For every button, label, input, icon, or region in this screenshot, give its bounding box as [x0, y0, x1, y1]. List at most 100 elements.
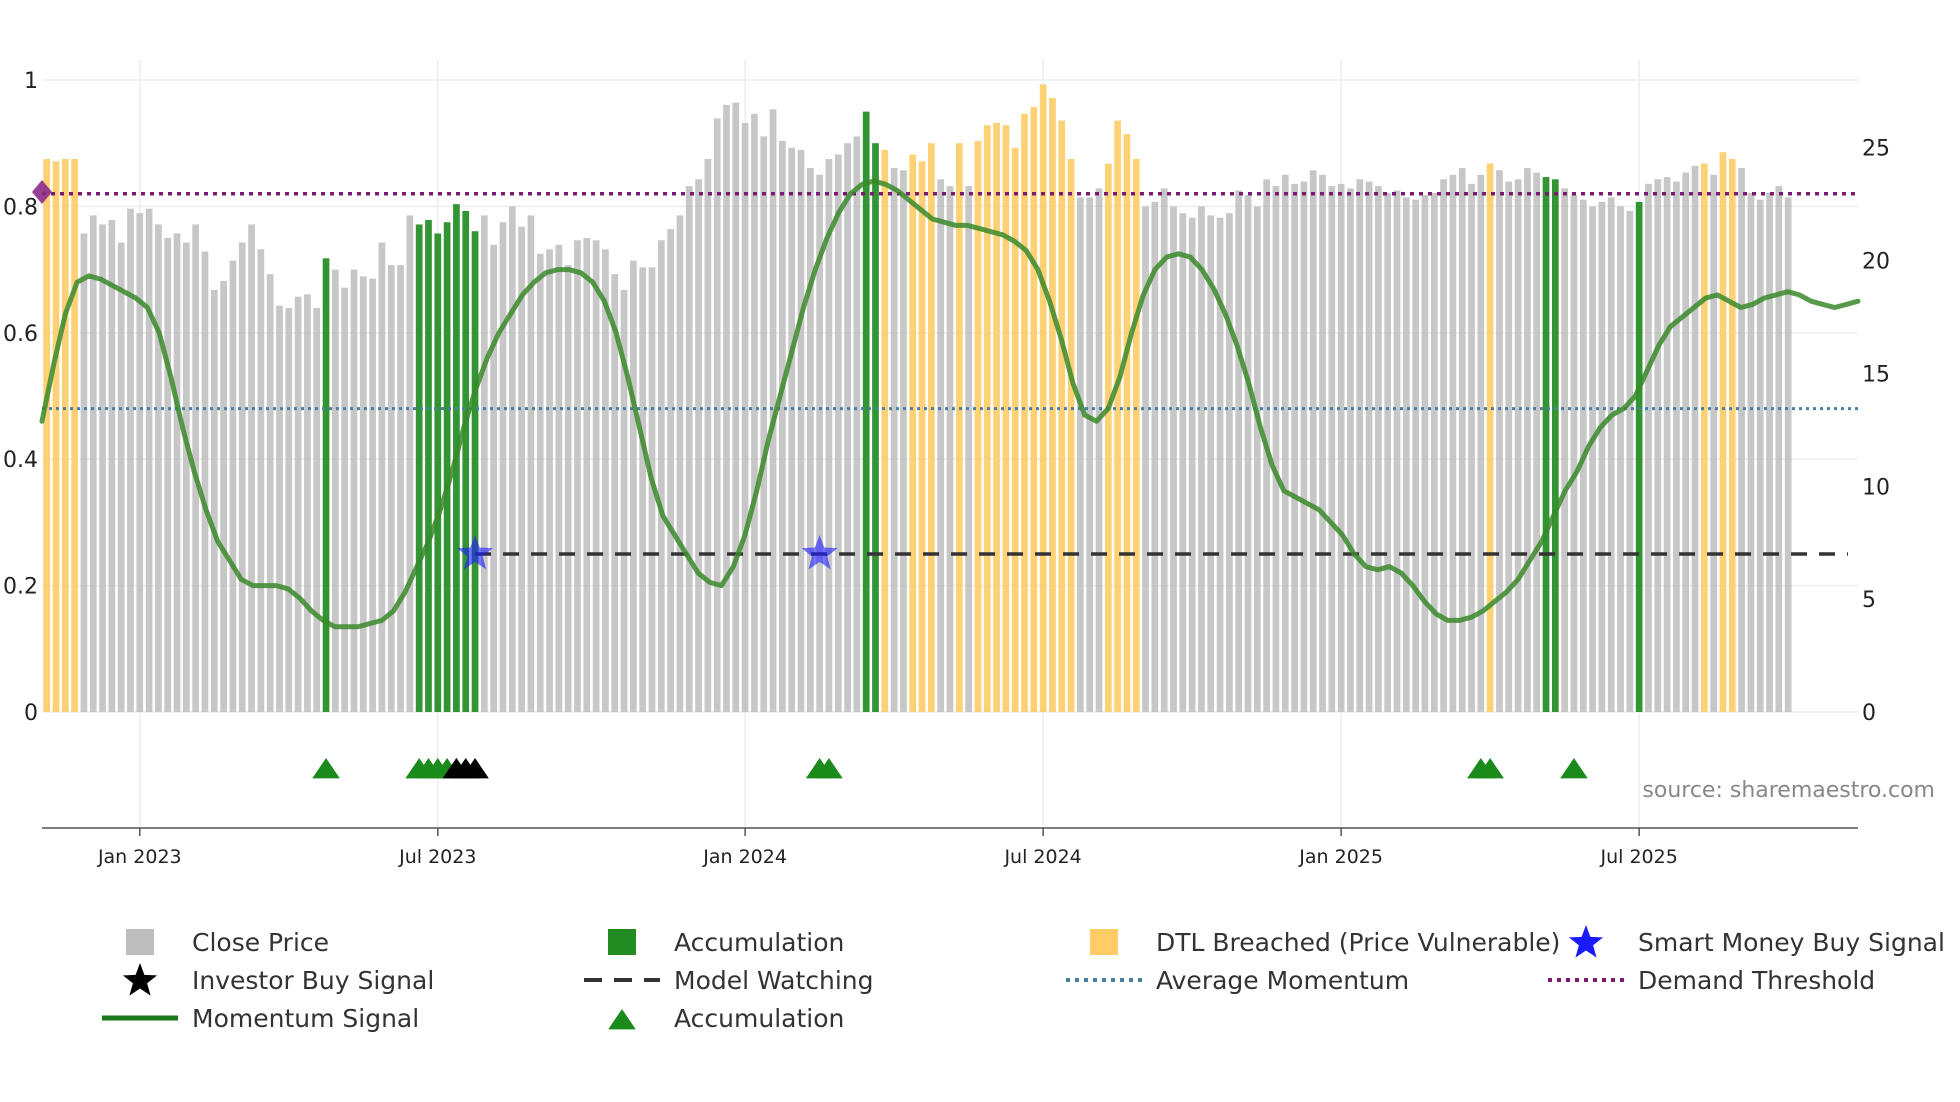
close-price-bar	[136, 213, 144, 712]
close-price-bar	[797, 149, 805, 712]
accumulation-bar	[322, 258, 330, 712]
close-price-bar	[1710, 174, 1718, 713]
dtl-breached-bar	[1058, 120, 1066, 713]
legend-triangle	[608, 1009, 636, 1030]
close-price-bar	[1207, 215, 1215, 712]
legend-swatch-graphic	[608, 1009, 636, 1030]
close-price-bar	[499, 222, 507, 712]
accumulation-legend-swatch	[582, 925, 662, 959]
close-price-bar	[1188, 217, 1196, 712]
legend-label: Accumulation	[674, 1003, 845, 1033]
legend-item: DTL Breached (Price Vulnerable)	[1064, 925, 1560, 959]
dtl-breached-bar	[1030, 107, 1038, 713]
legend-star	[1568, 925, 1604, 958]
close-price-bar	[1086, 197, 1094, 712]
close-price-bar	[1179, 213, 1187, 712]
dtl-breached-bar	[928, 143, 935, 712]
close-price-bar	[276, 305, 283, 712]
close-price-bar	[1216, 217, 1224, 712]
accumulation-bar	[462, 210, 470, 712]
close-price-bar	[313, 307, 321, 712]
right-axis-tick-label: 10	[1862, 475, 1890, 500]
close-price-bar	[508, 206, 516, 712]
model-watching-legend-swatch	[582, 963, 662, 997]
investor-legend-swatch	[100, 963, 180, 997]
legend-swatch-graphic	[1090, 929, 1118, 955]
close-price-bar	[704, 159, 712, 712]
close-price-bar	[1756, 199, 1764, 713]
dtl-breached-bar	[1067, 159, 1075, 712]
close-price-bar	[1645, 183, 1652, 713]
close-price-bar	[965, 186, 972, 713]
close-price-bar	[890, 168, 898, 712]
right-axis-tick-label: 5	[1862, 588, 1876, 613]
close-price-bar	[751, 113, 758, 713]
close-price-bar	[1449, 174, 1457, 713]
right-axis-tick-label: 15	[1862, 362, 1890, 387]
close-price-bar	[695, 179, 702, 713]
close-price-bar	[760, 136, 768, 712]
close-price-bar	[536, 253, 544, 713]
close-price-bar	[1626, 210, 1634, 712]
close-price-bar	[1347, 188, 1354, 713]
close-price-bar	[1244, 195, 1252, 713]
close-price-bar	[1775, 186, 1783, 713]
close-price-bar	[481, 215, 488, 712]
close-price-bar	[378, 242, 386, 712]
close-price-legend-swatch	[100, 925, 180, 959]
close-price-bar	[1598, 201, 1606, 712]
close-price-bar	[1524, 168, 1531, 712]
close-price-bar	[1412, 199, 1419, 713]
accumulation-bar	[1551, 179, 1559, 713]
close-price-bar	[1337, 183, 1345, 713]
legend-label: Smart Money Buy Signal	[1638, 927, 1945, 957]
dtl-breached-bar	[1728, 159, 1736, 712]
close-price-bar	[657, 240, 665, 712]
dtl-breached-bar	[1132, 159, 1140, 712]
dtl-breached-bar	[993, 122, 1000, 712]
close-price-bar	[723, 104, 730, 713]
close-price-bar	[99, 224, 106, 712]
close-price-bar	[527, 215, 535, 712]
left-axis-tick-label: 1	[24, 69, 38, 94]
signal-lines	[39, 178, 1861, 630]
left-axis-tick-label: 0	[24, 701, 38, 726]
legend-label: Average Momentum	[1156, 965, 1410, 995]
close-price-bar	[229, 260, 237, 712]
legend-item: Investor Buy Signal	[100, 963, 434, 997]
close-price-bar	[1430, 192, 1438, 712]
close-price-bar	[602, 249, 609, 713]
close-price-bar	[387, 265, 395, 712]
legend-label: DTL Breached (Price Vulnerable)	[1156, 927, 1561, 957]
accumulation-bar	[434, 233, 442, 712]
close-price-bar	[266, 274, 274, 712]
close-price-bar	[127, 208, 134, 712]
close-price-bar	[490, 244, 498, 712]
close-price-bar	[1561, 188, 1568, 713]
source-label: source: sharemaestro.com	[1642, 778, 1935, 803]
dtl-breached-bar	[1719, 152, 1727, 712]
close-price-bar	[1766, 192, 1773, 712]
close-price-bar	[220, 280, 227, 712]
close-price-bar	[518, 226, 525, 712]
close-price-bar	[1617, 206, 1624, 712]
close-price-bar	[108, 219, 116, 712]
left-axis-tick-label: 0.2	[3, 575, 38, 600]
price-bars	[43, 84, 1792, 713]
legend-swatch-graphic	[126, 929, 154, 955]
close-price-bar	[713, 118, 721, 712]
dtl-breached-legend-swatch	[1064, 925, 1144, 959]
accumulation-marker	[815, 758, 843, 779]
close-price-bar	[769, 109, 777, 713]
date-tick-label: Jan 2024	[702, 846, 787, 868]
dtl-breached-bar	[1486, 163, 1494, 712]
close-price-bar	[620, 289, 628, 712]
close-price-bar	[359, 276, 367, 712]
close-price-bar	[1477, 174, 1485, 713]
legend-swatch-graphic	[102, 1015, 178, 1021]
close-price-bar	[1226, 213, 1233, 712]
right-axis-tick-label: 25	[1862, 137, 1890, 162]
legend-label: Investor Buy Signal	[192, 965, 435, 995]
accumulation-marker	[312, 758, 340, 779]
